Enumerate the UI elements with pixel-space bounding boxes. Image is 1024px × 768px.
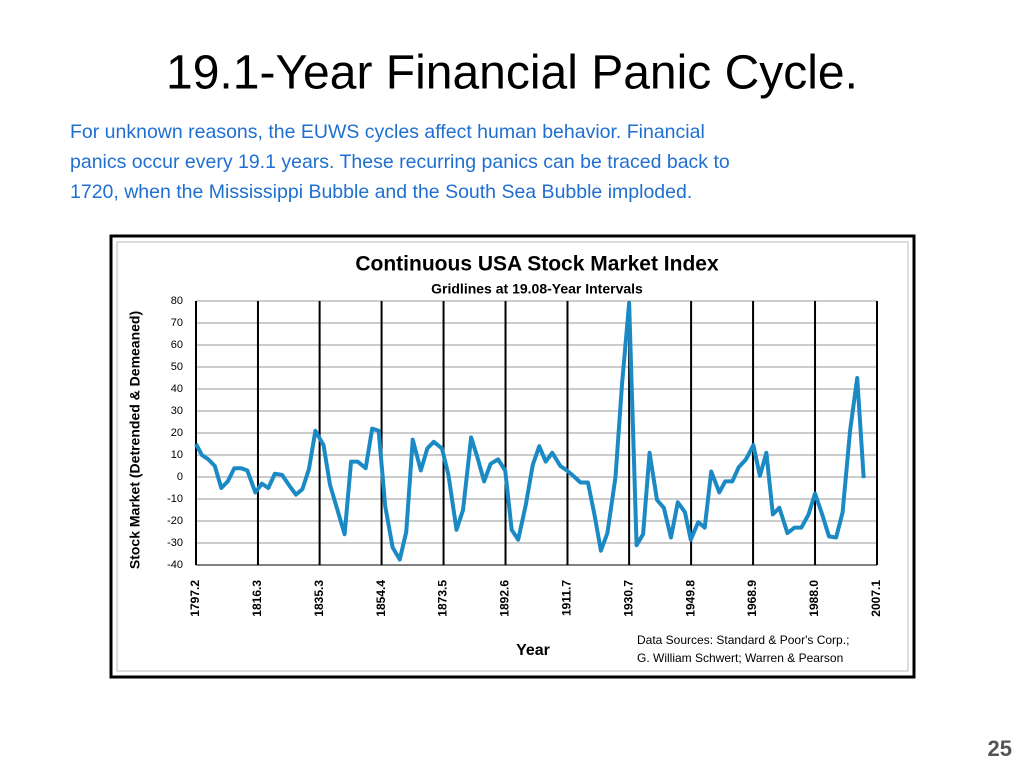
- y-tick-label: 10: [171, 449, 183, 461]
- chart-title: Continuous USA Stock Market Index: [355, 253, 719, 276]
- x-tick-label: 1835.3: [312, 580, 326, 617]
- x-tick-label: 1911.7: [560, 580, 574, 616]
- source-note: Data Sources: Standard & Poor's Corp.;: [637, 633, 849, 647]
- y-tick-label: -20: [167, 515, 183, 527]
- body-text: For unknown reasons, the EUWS cycles aff…: [70, 121, 705, 143]
- y-tick-label: 60: [171, 339, 183, 351]
- x-tick-label: 1873.5: [436, 580, 450, 617]
- y-tick-label: 80: [171, 295, 183, 307]
- data-line: [194, 301, 866, 562]
- y-tick-label: -10: [167, 493, 183, 505]
- y-tick-label: -40: [167, 559, 183, 571]
- source-note: G. William Schwert; Warren & Pearson: [637, 651, 843, 665]
- x-tick-label: 1797.2: [188, 580, 202, 617]
- body-text: 1720, when the Mississippi Bubble and th…: [70, 181, 692, 203]
- x-tick-label: 1949.8: [683, 580, 697, 617]
- y-tick-label: 30: [171, 405, 183, 417]
- x-axis-label: Year: [516, 642, 550, 659]
- x-tick-label: 1988.0: [807, 580, 821, 617]
- page-number: 25: [988, 736, 1012, 761]
- y-axis-label: Stock Market (Detrended & Demeaned): [127, 311, 143, 569]
- body-text: panics occur every 19.1 years. These rec…: [70, 151, 730, 173]
- y-tick-label: 40: [171, 383, 183, 395]
- chart-subtitle: Gridlines at 19.08-Year Intervals: [431, 281, 643, 297]
- x-tick-label: 1816.3: [250, 580, 264, 617]
- chart-area: [116, 241, 909, 672]
- x-tick-label: 1854.4: [374, 580, 388, 617]
- y-tick-label: 0: [177, 471, 183, 483]
- y-tick-label: 20: [171, 427, 183, 439]
- chart-frame: [109, 234, 916, 679]
- slide-title: 19.1-Year Financial Panic Cycle.: [166, 47, 858, 100]
- y-tick-label: 50: [171, 361, 183, 373]
- y-tick-label: 70: [171, 317, 183, 329]
- x-tick-label: 1930.7: [621, 580, 635, 617]
- x-tick-label: 2007.1: [869, 580, 883, 617]
- x-tick-label: 1968.9: [745, 580, 759, 617]
- x-tick-label: 1892.6: [498, 580, 512, 617]
- y-tick-label: -30: [167, 537, 183, 549]
